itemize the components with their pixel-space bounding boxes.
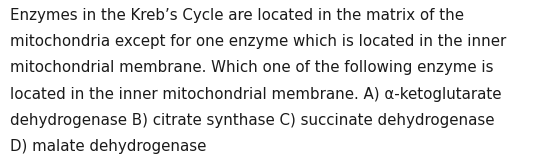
Text: Enzymes in the Kreb’s Cycle are located in the matrix of the: Enzymes in the Kreb’s Cycle are located …	[10, 8, 464, 23]
Text: located in the inner mitochondrial membrane. A) α-ketoglutarate: located in the inner mitochondrial membr…	[10, 87, 502, 102]
Text: mitochondrial membrane. Which one of the following enzyme is: mitochondrial membrane. Which one of the…	[10, 60, 493, 75]
Text: mitochondria except for one enzyme which is located in the inner: mitochondria except for one enzyme which…	[10, 34, 506, 49]
Text: dehydrogenase B) citrate synthase C) succinate dehydrogenase: dehydrogenase B) citrate synthase C) suc…	[10, 113, 494, 128]
Text: D) malate dehydrogenase: D) malate dehydrogenase	[10, 139, 206, 154]
